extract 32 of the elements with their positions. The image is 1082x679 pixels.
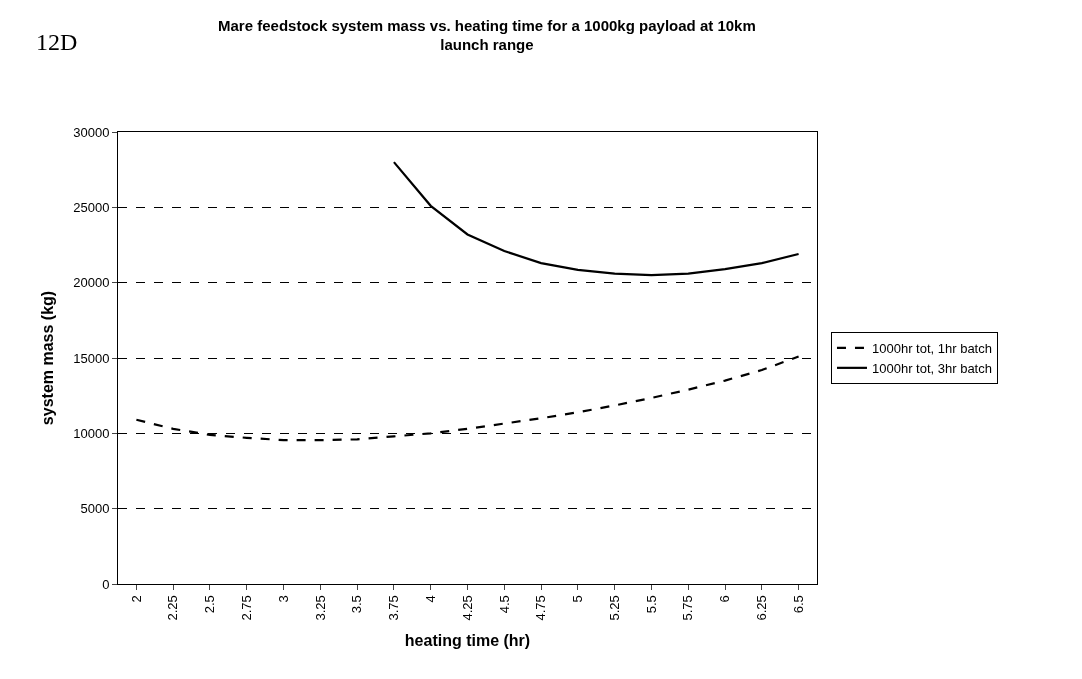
x-tick-label: 2 [128,595,144,603]
legend-label: 1000hr tot, 3hr batch [871,360,992,376]
x-tick-label: 2.5 [202,595,218,614]
legend-label: 1000hr tot, 1hr batch [871,341,992,357]
chart-title: Mare feedstock system mass vs. heating time for a 1000kg payload at 10km launch range [218,16,756,54]
y-tick-label: 10000 [73,425,110,441]
x-tick-label: 5.5 [643,595,659,614]
x-tick-label: 4.75 [533,595,549,621]
y-tick-label: 5000 [80,501,110,517]
x-tick-label: 5 [570,595,586,603]
y-tick-label: 30000 [73,124,110,140]
x-tick-label: 6.5 [790,595,806,614]
y-axis-title: system mass (kg) [39,290,57,426]
y-tick-label: 0 [102,576,110,592]
y-tick-label: 15000 [73,350,110,366]
x-tick-label: 3.25 [312,595,328,621]
x-tick-label: 4.5 [496,595,512,614]
x-tick-label: 5.75 [680,595,696,621]
x-tick-label: 5.25 [606,595,622,621]
x-tick-label: 3 [275,595,291,603]
x-tick-label: 4.25 [459,595,475,621]
x-tick-label: 4 [422,595,438,603]
x-axis-title: heating time (hr) [404,632,531,650]
x-tick-label: 2.25 [165,595,181,621]
x-tick-label: 6.25 [754,595,770,621]
x-tick-label: 3.75 [386,595,402,621]
x-tick-label: 6 [717,595,733,603]
x-tick-label: 2.75 [238,595,254,621]
y-tick-label: 20000 [73,275,110,291]
text: 12D [36,29,78,55]
y-tick-label: 25000 [73,199,110,215]
x-tick-label: 3.5 [349,595,365,614]
